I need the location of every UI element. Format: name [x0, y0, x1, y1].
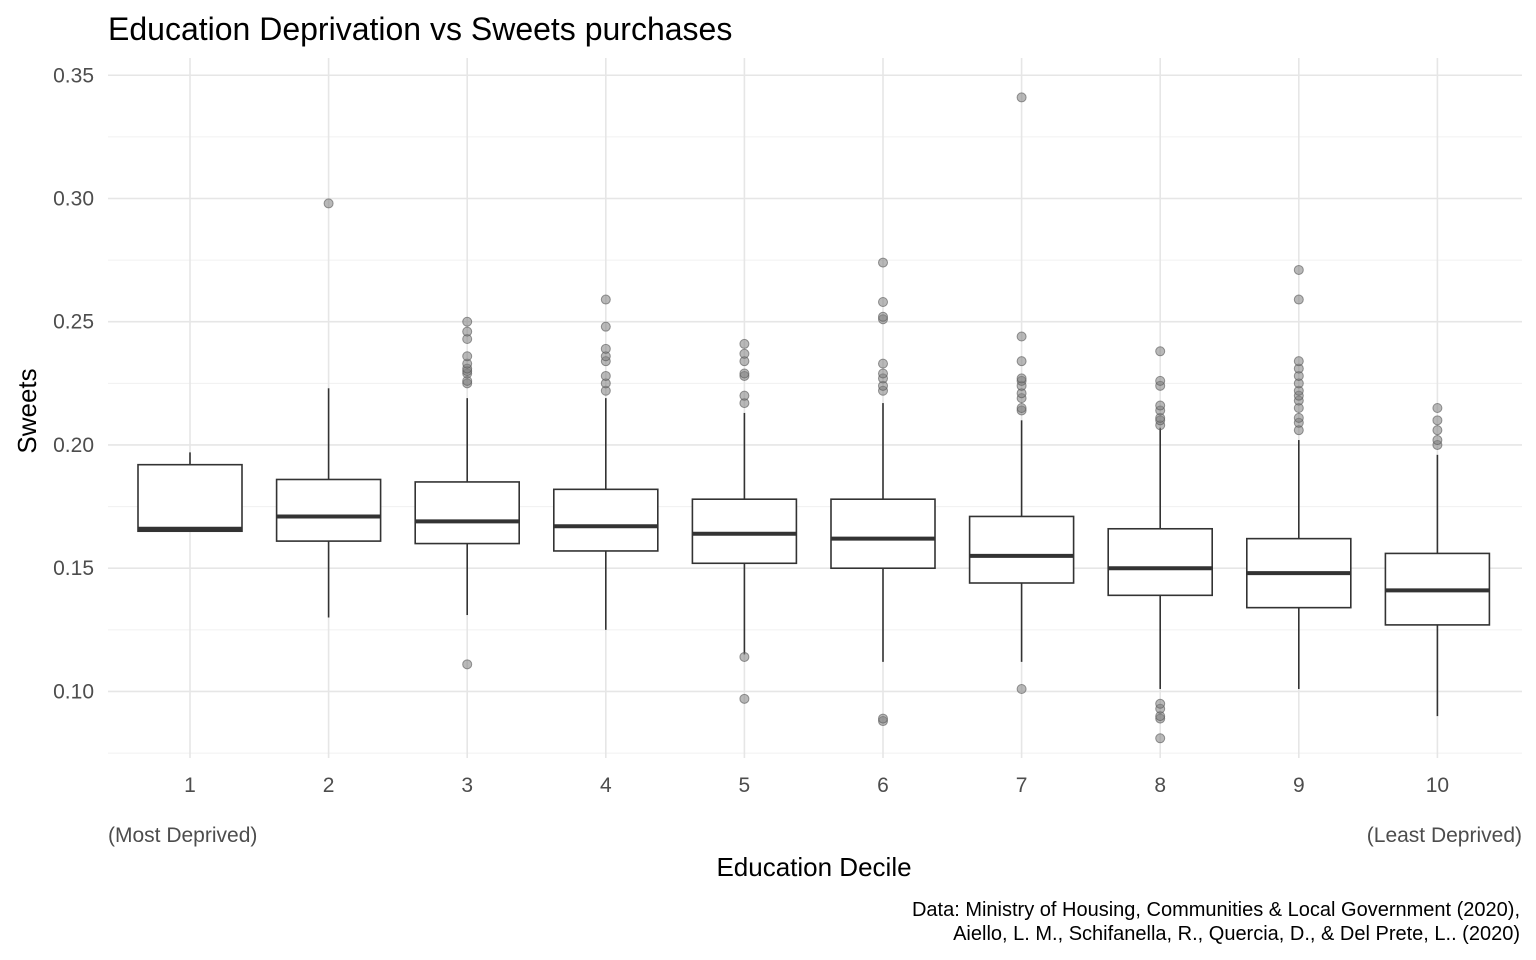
outlier-point [878, 368, 888, 379]
outlier-point [1293, 356, 1304, 367]
box-layer [137, 92, 1491, 744]
x-axis-label: Education Decile [716, 852, 911, 882]
x-tick-label: 6 [877, 774, 889, 797]
box-group [968, 92, 1075, 694]
x-note-least-deprived: (Least Deprived) [1367, 824, 1522, 847]
box-iqr [552, 488, 659, 552]
box-group [1246, 264, 1352, 689]
box-group [275, 198, 382, 618]
outlier-point [323, 198, 334, 209]
outlier-point [878, 257, 888, 268]
box-iqr [275, 478, 382, 542]
y-tick-label: 0.35 [53, 64, 94, 87]
outlier-point [600, 321, 611, 332]
outlier-point [1016, 92, 1027, 103]
y-tick-label: 0.30 [53, 187, 94, 210]
x-tick-label: 4 [600, 774, 612, 797]
outlier-point [1016, 356, 1027, 367]
x-tick-labels: 1 2 3 4 5 6 7 8 9 10 [184, 774, 1449, 797]
x-tick-label: 5 [739, 774, 751, 797]
outlier-point [739, 651, 750, 662]
outlier-point [1016, 331, 1027, 342]
y-tick-label: 0.15 [53, 557, 94, 580]
outlier-point [1432, 403, 1443, 413]
outlier-point [1293, 264, 1304, 275]
caption-line-1: Data: Ministry of Housing, Communities &… [912, 899, 1520, 921]
outlier-point [600, 294, 611, 305]
outlier-point [1016, 683, 1027, 694]
outlier-point [1155, 375, 1166, 386]
outlier-point [1432, 435, 1443, 446]
outlier-point [462, 351, 473, 362]
outlier-point [600, 343, 611, 354]
outlier-point [1155, 733, 1166, 744]
outlier-point [1432, 415, 1443, 426]
outlier-point [1016, 403, 1027, 413]
outlier-point [462, 326, 473, 337]
x-tick-label: 1 [184, 774, 196, 797]
box-group [1384, 403, 1491, 717]
outlier-point [1293, 412, 1304, 423]
x-tick-label: 8 [1154, 774, 1166, 797]
y-axis-label: Sweets [12, 368, 42, 453]
box-group [414, 316, 521, 670]
outlier-point [739, 390, 750, 401]
outlier-point [1293, 294, 1304, 305]
outlier-point [878, 713, 888, 724]
outlier-point [739, 348, 750, 359]
box-group [691, 338, 798, 704]
box-iqr [830, 498, 936, 570]
outlier-point [1016, 373, 1027, 384]
outlier-point [1155, 400, 1166, 411]
outlier-point [462, 316, 473, 327]
outlier-point [1432, 425, 1443, 436]
box-group [1107, 346, 1213, 744]
caption-line-2: Aiello, L. M., Schifanella, R., Quercia,… [953, 923, 1520, 945]
box-iqr [137, 463, 243, 533]
outlier-point [878, 297, 888, 308]
box-iqr [968, 515, 1075, 584]
box-group [830, 257, 936, 727]
box-iqr [1107, 527, 1213, 597]
outlier-point [878, 311, 888, 322]
x-tick-label: 7 [1016, 774, 1028, 797]
outlier-point [600, 370, 611, 381]
outlier-point [739, 693, 750, 704]
outlier-point [462, 659, 473, 670]
x-tick-label: 9 [1293, 774, 1305, 797]
y-tick-label: 0.10 [53, 680, 94, 703]
x-tick-label: 3 [461, 774, 473, 797]
y-tick-labels: 0.10 0.15 0.20 0.25 0.30 0.35 [53, 64, 94, 703]
box-group [137, 452, 243, 533]
box-group [552, 294, 659, 630]
x-tick-label: 10 [1426, 774, 1449, 797]
outlier-point [739, 338, 750, 349]
outlier-point [1155, 698, 1166, 709]
chart-title: Education Deprivation vs Sweets purchase… [108, 11, 732, 47]
box-iqr [691, 498, 798, 565]
x-note-most-deprived: (Most Deprived) [108, 824, 257, 847]
y-tick-label: 0.20 [53, 434, 94, 457]
y-tick-label: 0.25 [53, 311, 94, 334]
x-tick-label: 2 [323, 774, 335, 797]
outlier-point [878, 358, 888, 369]
outlier-point [1155, 346, 1166, 357]
box-iqr [414, 481, 521, 545]
outlier-point [739, 368, 750, 379]
